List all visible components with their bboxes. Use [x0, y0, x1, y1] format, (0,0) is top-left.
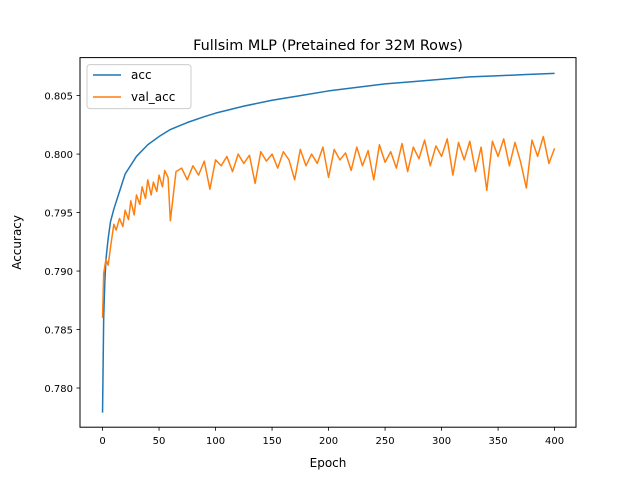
x-tick-label: 50 — [153, 436, 166, 447]
y-axis-ticks: 0.780 0.785 0.790 0.795 0.800 0.805 — [44, 92, 80, 395]
plot-lines — [101, 72, 556, 413]
legend-label-val-acc: val_acc — [131, 90, 175, 104]
x-axis-ticks: 0 50 100 150 200 250 300 350 400 — [99, 427, 564, 447]
y-tick-label: 0.780 — [44, 384, 73, 395]
series-line-val-acc — [101, 135, 556, 318]
y-tick-label: 0.795 — [44, 209, 73, 220]
y-axis-label: Accuracy — [10, 215, 24, 270]
chart-title: Fullsim MLP (Pretained for 32M Rows) — [193, 38, 463, 54]
x-tick-label: 350 — [489, 436, 508, 447]
x-tick-label: 0 — [99, 436, 105, 447]
x-tick-label: 200 — [319, 436, 338, 447]
plot-frame — [79, 57, 577, 428]
legend: acc val_acc — [86, 64, 192, 110]
x-tick-label: 100 — [206, 436, 225, 447]
legend-label-acc: acc — [131, 68, 152, 82]
y-tick-label: 0.800 — [44, 150, 73, 161]
y-tick-label: 0.785 — [44, 326, 73, 337]
series-line-acc — [101, 72, 555, 413]
y-tick-label: 0.805 — [44, 92, 73, 103]
y-tick-label: 0.790 — [44, 267, 73, 278]
x-tick-label: 250 — [376, 436, 395, 447]
x-tick-label: 150 — [263, 436, 282, 447]
x-tick-label: 400 — [545, 436, 564, 447]
x-tick-label: 300 — [432, 436, 451, 447]
x-axis-label: Epoch — [310, 456, 347, 470]
